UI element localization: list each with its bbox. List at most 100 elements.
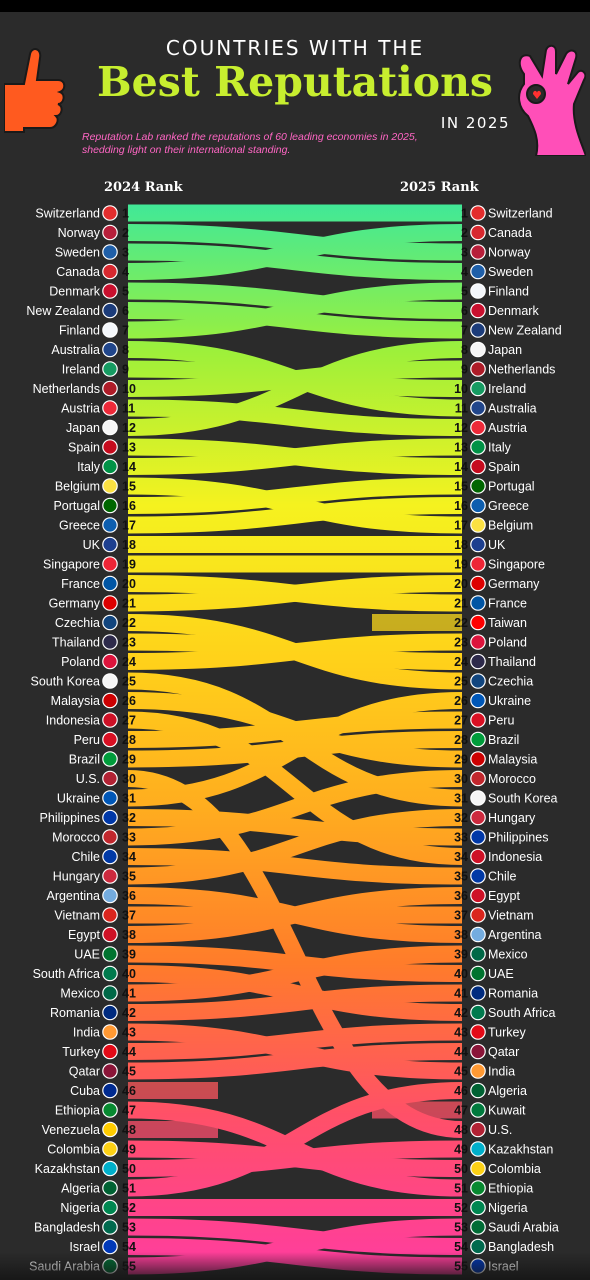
left-rank-label: 15 [122, 480, 136, 494]
left-country-label: Israel [69, 1240, 100, 1254]
ribbon-indonesia [127, 711, 463, 865]
flag-icon [102, 1063, 118, 1079]
left-country-label: Colombia [47, 1143, 100, 1157]
flag-icon [102, 692, 118, 709]
right-rank-label: 36 [454, 889, 468, 903]
right-country-label: Czechia [488, 675, 533, 689]
top-bar [0, 0, 590, 12]
right-rank-label: 20 [454, 577, 468, 591]
flag-icon [470, 224, 486, 241]
ribbon-india [127, 1023, 463, 1080]
flag-icon [470, 712, 486, 728]
left-country-label: Singapore [43, 558, 100, 572]
flag-icon [470, 926, 486, 943]
flag-icon [102, 478, 118, 494]
flag-icon [102, 341, 118, 358]
flag-icon [102, 400, 118, 416]
right-country-label: Switzerland [488, 207, 553, 221]
right-country-label: Malaysia [488, 753, 537, 767]
flag-icon [470, 1024, 486, 1040]
right-country-label: Austria [488, 421, 527, 435]
right-rank-label: 11 [455, 402, 468, 416]
left-rank-label: 38 [122, 928, 136, 942]
left-country-label: Turkey [62, 1045, 100, 1059]
left-country-label: Thailand [52, 636, 100, 650]
flag-icon [102, 439, 118, 455]
left-country-label: Argentina [46, 889, 100, 903]
flag-icon [470, 1043, 486, 1060]
flag-icon [102, 1141, 118, 1157]
left-rank-label: 55 [122, 1260, 136, 1274]
left-rank-label: 19 [122, 558, 136, 572]
right-country-label: Romania [488, 987, 538, 1001]
flag-icon [102, 361, 118, 377]
right-rank-label: 8 [461, 343, 468, 357]
flag-icon [470, 868, 486, 884]
left-country-label: Mexico [60, 987, 100, 1001]
right-rank-label: 48 [454, 1123, 468, 1137]
flag-icon [102, 1258, 118, 1274]
left-country-label: Portugal [53, 499, 100, 513]
right-rank-label: 1 [461, 207, 468, 221]
left-rank-label: 35 [122, 870, 136, 884]
right-country-label: Kazakhstan [488, 1143, 553, 1157]
flag-icon [102, 790, 118, 806]
right-rank-label: 51 [454, 1182, 468, 1196]
left-country-label: Chile [72, 850, 101, 864]
flag-icon [470, 848, 486, 865]
ribbon-bangladesh [127, 1218, 463, 1255]
flag-icon [102, 985, 118, 1001]
ribbon-south-africa [127, 965, 463, 1021]
flag-icon [470, 907, 486, 923]
left-rank-label: 9 [122, 363, 129, 377]
flag-icon [102, 224, 118, 241]
left-rank-label: 1 [122, 207, 129, 221]
left-country-label: Czechia [55, 616, 100, 630]
right-country-label: Germany [488, 577, 540, 591]
right-country-label: Turkey [488, 1026, 526, 1040]
left-country-label: South Korea [31, 675, 101, 689]
right-country-label: Canada [488, 226, 532, 240]
flag-icon [470, 731, 486, 748]
left-country-label: Canada [56, 265, 100, 279]
right-country-label: Australia [488, 402, 537, 416]
left-rank-label: 43 [122, 1026, 136, 1040]
ribbon-portugal [127, 477, 463, 514]
right-country-label: Qatar [488, 1045, 519, 1059]
flag-icon [102, 458, 118, 475]
left-rank-label: 8 [122, 343, 129, 357]
left-rank-label: 36 [122, 889, 136, 903]
flag-icon [470, 1238, 486, 1255]
title-line-1: COUNTRIES WITH THE [165, 36, 425, 60]
ribbon-germany [127, 575, 463, 612]
left-country-label: Greece [59, 519, 100, 533]
flag-icon [102, 887, 118, 904]
left-country-label: Ukraine [57, 792, 100, 806]
right-country-label: South Africa [488, 1006, 555, 1020]
left-rank-label: 6 [122, 304, 129, 318]
flag-icon [102, 751, 118, 767]
right-rank-label: 42 [454, 1006, 468, 1020]
right-country-label: Bangladesh [488, 1240, 554, 1254]
flag-icon [470, 302, 486, 319]
right-country-label: France [488, 597, 527, 611]
ribbons [127, 204, 463, 1275]
flag-icon [102, 946, 118, 962]
flag-icon [470, 575, 486, 592]
ribbon-belgium [127, 477, 463, 534]
left-country-label: Kazakhstan [35, 1162, 100, 1176]
right-country-label: Colombia [488, 1162, 541, 1176]
left-rank-label: 26 [122, 694, 136, 708]
left-rank-label: 45 [122, 1065, 136, 1079]
flag-icon [102, 848, 118, 865]
flag-icon [102, 1199, 118, 1216]
ribbon-egypt [127, 887, 463, 943]
right-rank-label: 31 [454, 792, 468, 806]
flag-icon [102, 263, 118, 280]
right-country-label: Spain [488, 460, 520, 474]
right-country-label: Norway [488, 246, 531, 260]
left-rank-label: 21 [122, 597, 136, 611]
right-rank-label: 34 [454, 850, 468, 864]
flag-icon [470, 770, 486, 787]
right-rank-label: 7 [461, 324, 468, 338]
